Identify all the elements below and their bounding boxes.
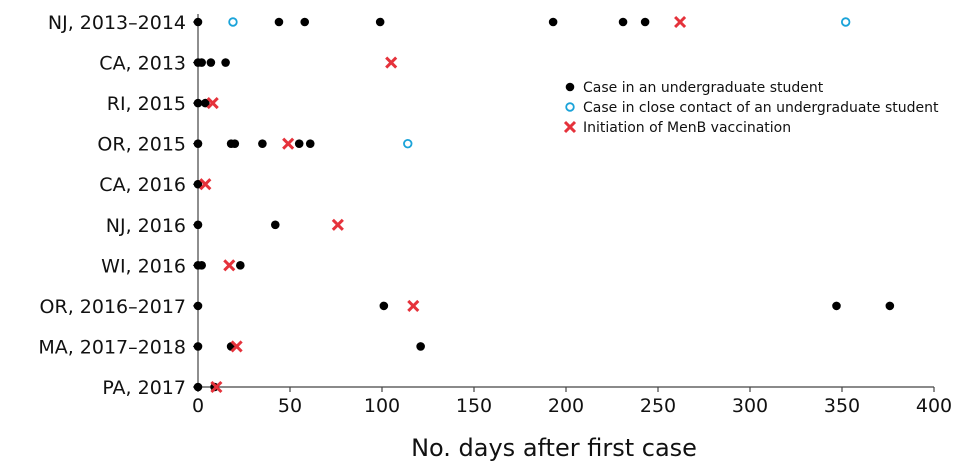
undergraduate-case-point bbox=[305, 139, 315, 148]
x-tick-label: 100 bbox=[364, 395, 400, 417]
category-label: PA, 2017 bbox=[102, 377, 186, 399]
vaccination-marker bbox=[674, 15, 687, 29]
x-tick-label: 150 bbox=[456, 395, 492, 417]
category-label: CA, 2016 bbox=[99, 174, 186, 196]
legend-marker bbox=[563, 120, 577, 134]
x-tick-label: 350 bbox=[824, 395, 860, 417]
undergraduate-case-point bbox=[197, 261, 206, 270]
category-label: CA, 2013 bbox=[99, 53, 186, 75]
vaccination-marker bbox=[223, 259, 236, 272]
undergraduate-case-point bbox=[270, 220, 280, 230]
undergraduate-case-point bbox=[193, 17, 203, 27]
x-tick-label: 300 bbox=[732, 395, 768, 417]
undergraduate-case-point bbox=[193, 139, 203, 148]
undergraduate-case-point bbox=[832, 301, 841, 311]
close-contact-case-point bbox=[228, 17, 238, 27]
category-label: NJ, 2013–2014 bbox=[48, 12, 186, 34]
x-tick-label: 50 bbox=[278, 395, 302, 417]
undergraduate-case-point bbox=[193, 301, 203, 311]
legend-entry-label: Initiation of MenB vaccination bbox=[583, 120, 791, 136]
undergraduate-case-point bbox=[230, 139, 240, 148]
category-label: RI, 2015 bbox=[107, 93, 186, 115]
undergraduate-case-point bbox=[379, 301, 389, 311]
x-tick-label: 400 bbox=[916, 395, 952, 417]
category-label: WI, 2016 bbox=[101, 255, 186, 277]
vaccination-marker bbox=[331, 218, 344, 231]
x-axis-title: No. days after first case bbox=[411, 434, 697, 462]
x-tick-labels: 0 50 100 150 200 250 300 350 400 bbox=[192, 395, 952, 417]
legend-entry-label: Case in close contact of an undergraduat… bbox=[583, 100, 939, 116]
undergraduate-case-point bbox=[221, 58, 230, 67]
undergraduate-case-point bbox=[236, 261, 245, 270]
undergraduate-case-point bbox=[640, 17, 650, 27]
close-contact-case-point bbox=[840, 17, 851, 27]
x-tick-label: 250 bbox=[640, 395, 676, 417]
undergraduate-case-point bbox=[206, 58, 216, 67]
undergraduate-case-point bbox=[416, 342, 425, 351]
x-tick-label: 200 bbox=[548, 395, 584, 417]
chart-axes bbox=[193, 14, 935, 392]
category-labels: NJ, 2013–2014 CA, 2013 RI, 2015 OR, 2015 CA,… bbox=[38, 12, 186, 399]
vaccination-marker bbox=[199, 178, 212, 191]
undergraduate-case-point bbox=[193, 342, 203, 351]
undergraduate-case-point bbox=[294, 139, 304, 148]
category-label: OR, 2016–2017 bbox=[40, 296, 186, 318]
close-contact-case-point bbox=[403, 138, 413, 149]
vaccination-marker bbox=[282, 137, 295, 150]
x-tick-label: 0 bbox=[192, 395, 204, 417]
category-label: MA, 2017–2018 bbox=[38, 336, 186, 358]
undergraduate-case-point bbox=[197, 58, 206, 67]
undergraduate-case-point bbox=[193, 98, 203, 108]
undergraduate-case-point bbox=[375, 17, 385, 27]
data-marks bbox=[193, 15, 895, 394]
vaccination-marker bbox=[210, 380, 223, 394]
undergraduate-case-point bbox=[274, 17, 284, 27]
undergraduate-case-point bbox=[300, 17, 310, 27]
undergraduate-case-point bbox=[618, 17, 628, 27]
vaccination-marker bbox=[230, 340, 243, 353]
undergraduate-case-point bbox=[201, 98, 210, 108]
undergraduate-case-point bbox=[885, 301, 895, 311]
vaccination-marker bbox=[385, 56, 398, 69]
legend-marker bbox=[565, 102, 575, 112]
vaccination-marker bbox=[206, 97, 219, 110]
undergraduate-case-point bbox=[193, 382, 203, 392]
legend-marker bbox=[565, 82, 575, 92]
category-label: NJ, 2016 bbox=[106, 215, 186, 237]
undergraduate-case-point bbox=[258, 139, 267, 148]
undergraduate-case-point bbox=[193, 220, 203, 230]
legend: Case in an undergraduate student Case in … bbox=[563, 80, 939, 136]
undergraduate-case-point bbox=[193, 179, 203, 189]
undergraduate-case-point bbox=[548, 17, 558, 27]
vaccination-marker bbox=[407, 299, 420, 312]
category-label: OR, 2015 bbox=[97, 134, 186, 156]
legend-entry-label: Case in an undergraduate student bbox=[583, 80, 824, 96]
